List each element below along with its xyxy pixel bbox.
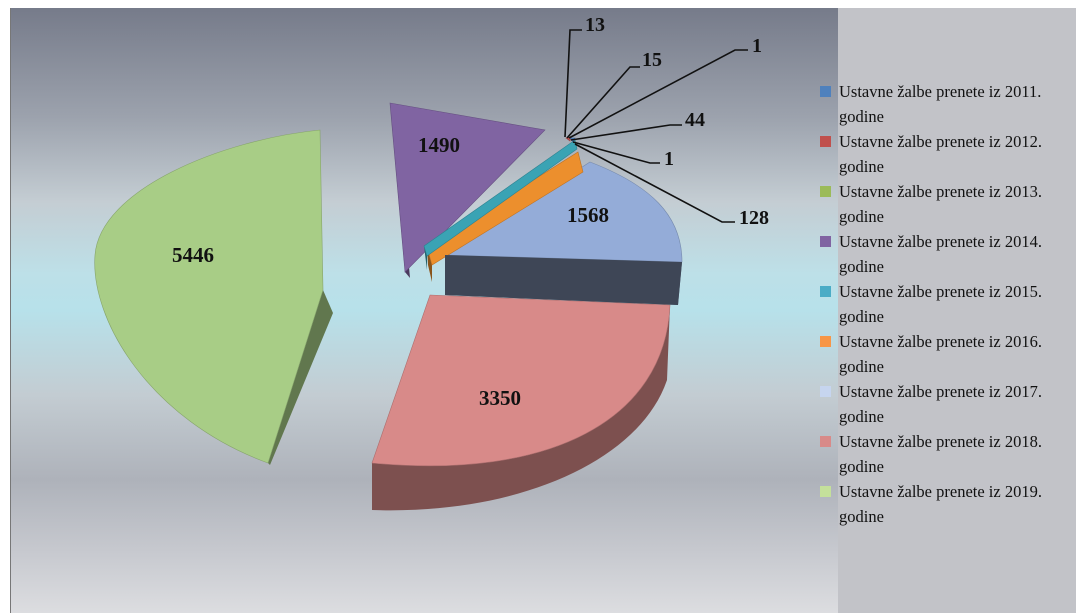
data-label: 1 xyxy=(752,35,762,57)
data-label: 44 xyxy=(685,109,705,131)
slice-2017 xyxy=(444,161,683,263)
legend-label: Ustavne žalbe prenete iz 2019. godine xyxy=(839,482,1042,526)
data-label: 15 xyxy=(642,49,662,71)
callout-line xyxy=(572,141,660,164)
slice-side-2018 xyxy=(372,305,670,511)
callout-line xyxy=(568,49,748,139)
slice-2015 xyxy=(423,139,578,257)
legend-swatch xyxy=(820,286,831,297)
data-label: 3350 xyxy=(479,386,521,410)
data-label: 1568 xyxy=(567,203,609,227)
callout-line xyxy=(566,66,640,139)
slice-side-2016 xyxy=(427,247,432,282)
legend-label: Ustavne žalbe prenete iz 2016. godine xyxy=(839,332,1042,376)
slice-side-2017-face xyxy=(445,255,682,305)
callout-line xyxy=(570,124,682,141)
legend-label: Ustavne žalbe prenete iz 2012. godine xyxy=(839,132,1042,176)
legend-swatch xyxy=(820,236,831,247)
slice-side-2015 xyxy=(424,246,427,270)
callout-line xyxy=(574,143,735,223)
legend-swatch xyxy=(820,186,831,197)
slice-2019 xyxy=(94,129,324,464)
legend-label: Ustavne žalbe prenete iz 2015. godine xyxy=(839,282,1042,326)
legend-swatch xyxy=(820,386,831,397)
legend-swatch xyxy=(820,486,831,497)
legend-swatch xyxy=(820,436,831,447)
data-label: 1490 xyxy=(418,133,460,157)
data-label: 13 xyxy=(585,14,605,36)
legend-label: Ustavne žalbe prenete iz 2011. godine xyxy=(839,82,1042,126)
legend-label: Ustavne žalbe prenete iz 2017. godine xyxy=(839,382,1042,426)
legend-swatch xyxy=(820,336,831,347)
callout-line xyxy=(564,29,582,138)
legend-label: Ustavne žalbe prenete iz 2014. godine xyxy=(839,232,1042,276)
slice-2018 xyxy=(371,294,671,467)
legend-swatch xyxy=(820,136,831,147)
data-label: 128 xyxy=(739,207,769,229)
data-label: 5446 xyxy=(172,243,214,267)
slice-side-2019 xyxy=(268,290,333,465)
legend-swatch xyxy=(820,86,831,97)
legend-label: Ustavne žalbe prenete iz 2018. godine xyxy=(839,432,1042,476)
legend-label: Ustavne žalbe prenete iz 2013. godine xyxy=(839,182,1042,226)
legend-area xyxy=(838,8,1076,613)
data-label: 1 xyxy=(664,148,674,170)
slice-2014 xyxy=(389,102,546,273)
